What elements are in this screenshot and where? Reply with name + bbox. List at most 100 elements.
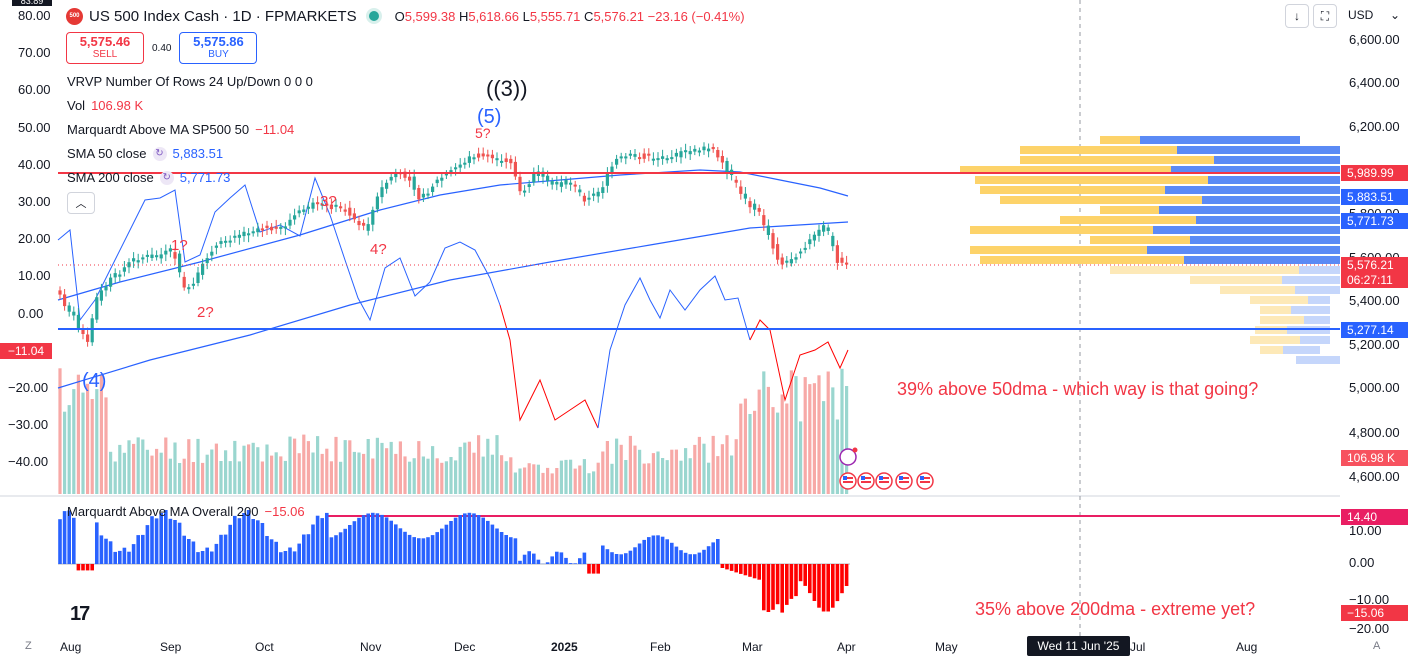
crosshair-date-label: Wed 11 Jun '25 — [1027, 636, 1130, 656]
volume-bar — [822, 401, 826, 494]
lightning-icon[interactable] — [839, 448, 857, 466]
event-icons[interactable] — [839, 447, 934, 490]
wave-label-4q[interactable]: 4? — [370, 241, 387, 258]
volume-bar — [794, 376, 798, 494]
volume-bar — [541, 472, 545, 494]
refresh-icon[interactable]: ↻ — [152, 146, 167, 161]
volume-bar — [72, 389, 76, 494]
volume-bar — [757, 389, 761, 494]
auto-scale-button[interactable]: A — [1373, 640, 1381, 652]
legend-sma200[interactable]: SMA 200 close ↻ 5,771.73 — [67, 170, 230, 185]
wave-label-2q[interactable]: 2? — [197, 304, 214, 321]
candle-body — [674, 152, 678, 157]
breadth-bar — [545, 562, 550, 564]
breadth-bar — [173, 520, 177, 564]
us-flag-icon — [861, 481, 871, 483]
wave-label-3q[interactable]: 3? — [320, 193, 337, 210]
volume-bar — [325, 448, 329, 494]
volume-bar — [490, 454, 494, 494]
wave-label-5q[interactable]: 5? — [475, 125, 491, 141]
volume-profile-up — [1260, 316, 1304, 324]
buy-button[interactable]: 5,575.86 BUY — [179, 32, 258, 64]
breadth-histogram — [58, 510, 849, 613]
volume-bar — [371, 458, 375, 494]
sell-label: SELL — [92, 49, 118, 60]
volume-bar — [633, 445, 637, 494]
download-button[interactable]: ↓ — [1285, 4, 1309, 28]
candle-body — [99, 290, 103, 301]
candle-body — [394, 172, 398, 178]
candle-body — [504, 158, 508, 162]
breadth-bar — [288, 547, 292, 564]
legend-vrvp[interactable]: VRVP Number Of Rows 24 Up/Down 0 0 0 — [67, 74, 313, 89]
candle-body — [274, 226, 278, 229]
volume-bar — [831, 387, 835, 494]
breadth-bar — [164, 510, 168, 564]
volume-bar — [527, 463, 531, 494]
breadth-bar — [706, 546, 711, 564]
currency-label: USD — [1348, 8, 1374, 22]
breadth-bar — [453, 517, 458, 564]
candle-body — [748, 201, 752, 208]
us-flag-icon — [879, 477, 889, 479]
legend-volume[interactable]: Vol 106.98 K — [67, 98, 143, 113]
wave-label-3[interactable]: ((3)) — [486, 76, 528, 101]
note-50dma[interactable]: 39% above 50dma - which way is that goin… — [897, 379, 1259, 399]
breadth-bar — [490, 524, 495, 564]
breadth-bar — [242, 513, 246, 564]
fullscreen-icon: ⛶ — [1320, 8, 1330, 23]
candle-body — [431, 186, 435, 192]
breadth-bar — [398, 528, 403, 564]
legend-marquardt-50[interactable]: Marquardt Above MA SP500 50 −11.04 — [67, 122, 294, 137]
note-200dma[interactable]: 35% above 200dma - extreme yet? — [975, 599, 1256, 619]
volume-bar — [596, 462, 600, 494]
high-value: 5,618.66 — [468, 8, 519, 24]
tradingview-logo[interactable]: 17 — [70, 603, 90, 625]
price-tag: 5,771.73 — [1341, 213, 1408, 229]
fullscreen-button[interactable]: ⛶ — [1313, 4, 1337, 28]
volume-bar — [242, 445, 246, 494]
volume-bar — [624, 460, 628, 494]
volume-bar — [638, 449, 642, 494]
breadth-bar — [481, 517, 485, 564]
candle-body — [362, 222, 366, 226]
legend-sma50[interactable]: SMA 50 close ↻ 5,883.51 — [67, 146, 223, 161]
breadth-bar — [555, 551, 559, 564]
wave-label-1q[interactable]: 1? — [171, 237, 188, 254]
collapse-legend-button[interactable]: ︿ — [67, 192, 95, 214]
volume-bar — [688, 458, 692, 494]
symbol-title[interactable]: US 500 Index Cash · 1D · FPMARKETS — [89, 7, 357, 25]
volume-bar — [219, 461, 223, 494]
breadth-bar — [104, 538, 108, 564]
candle-body — [753, 203, 757, 210]
volume-bar — [771, 407, 775, 494]
breadth-bar — [191, 541, 196, 564]
breadth-bar — [306, 534, 311, 564]
breadth-bar — [200, 551, 205, 564]
volume-profile-down — [1165, 186, 1340, 194]
wave-label-4[interactable]: (4) — [82, 370, 107, 392]
symbol-logo[interactable]: 500 — [66, 7, 83, 25]
currency-select[interactable]: USD ⌄ — [1340, 4, 1408, 26]
breadth-bar — [711, 542, 715, 564]
sell-button[interactable]: 5,575.46 SELL — [66, 32, 144, 64]
volume-bar — [642, 463, 646, 494]
candle-body — [702, 146, 706, 151]
volume-profile-down — [1208, 176, 1340, 184]
volume-bar — [352, 451, 356, 494]
breadth-bar — [311, 524, 315, 564]
candle-body — [509, 158, 513, 164]
wave-label-5[interactable]: (5) — [477, 106, 502, 128]
breadth-bar — [237, 518, 242, 564]
refresh-icon[interactable]: ↻ — [159, 170, 174, 185]
breadth-bar — [518, 560, 522, 564]
candle-body — [711, 147, 715, 150]
breadth-bar — [99, 535, 104, 564]
legend-marquardt-200[interactable]: Marquardt Above MA Overall 200 −15.06 — [67, 504, 305, 519]
zoom-button[interactable]: Z — [25, 640, 32, 652]
breadth-bar — [361, 515, 366, 564]
candle-body — [63, 294, 67, 307]
volume-bar — [546, 467, 550, 494]
volume-bar — [205, 454, 209, 494]
